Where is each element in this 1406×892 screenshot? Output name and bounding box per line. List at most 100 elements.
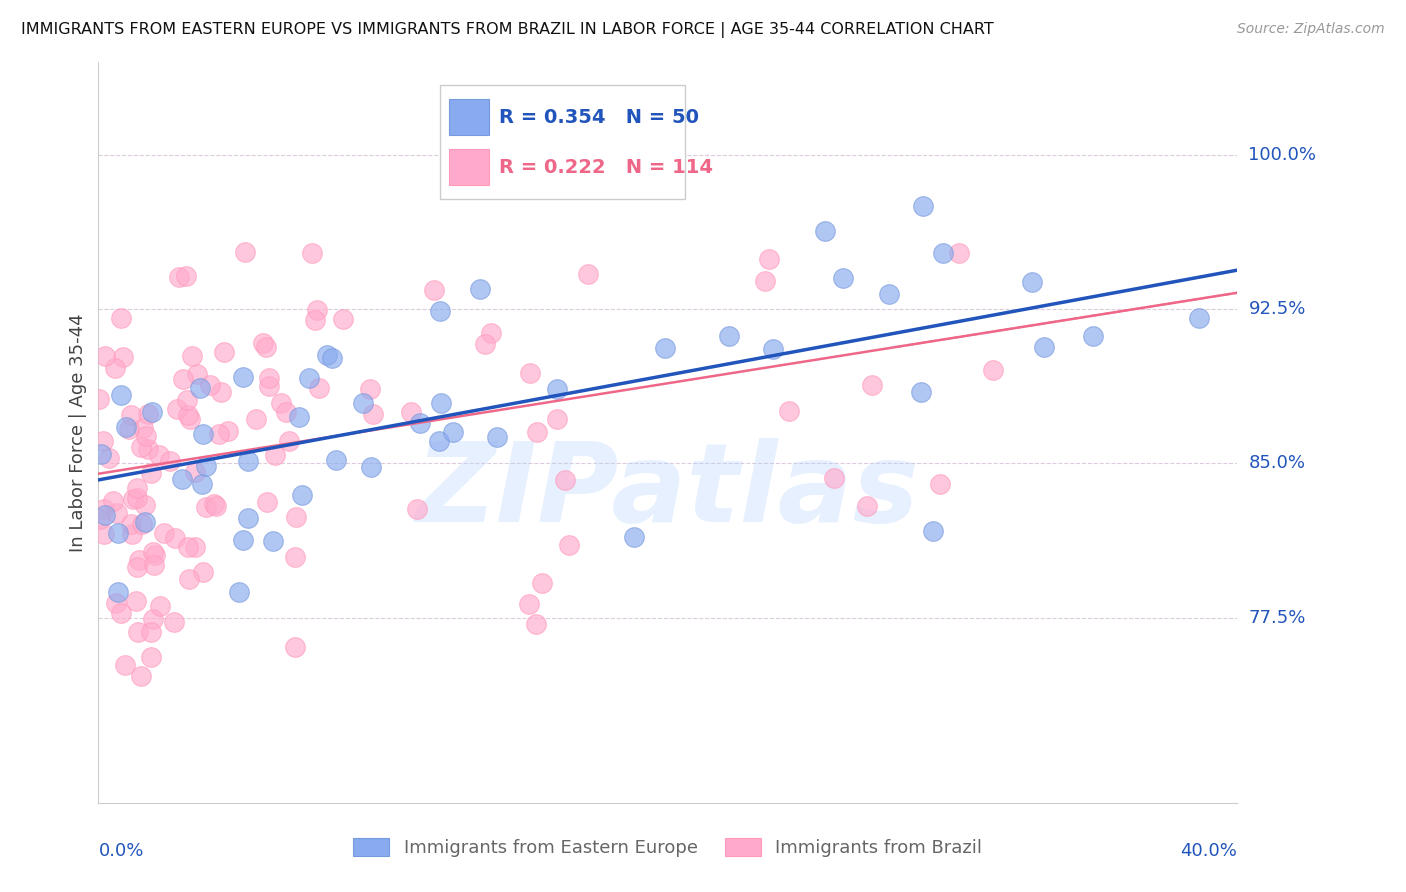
Text: 77.5%: 77.5% [1249, 608, 1306, 627]
Point [195, 500, 218, 514]
Point [136, 407, 159, 421]
Point [104, 596, 127, 610]
Point [1021, 275, 1043, 289]
Point [177, 540, 200, 554]
Point [274, 405, 297, 419]
Point [136, 442, 159, 457]
Point [118, 422, 141, 436]
Point [718, 328, 741, 343]
Point [127, 624, 149, 639]
Point [195, 458, 218, 473]
Point [104, 361, 127, 376]
Point [526, 425, 548, 439]
Point [202, 497, 225, 511]
Point [263, 449, 285, 463]
Point [430, 396, 453, 410]
Point [129, 441, 152, 455]
Point [134, 498, 156, 512]
Point [291, 488, 314, 502]
Point [486, 429, 509, 443]
Point [254, 340, 277, 354]
Point [127, 560, 149, 574]
Point [623, 530, 645, 544]
Point [183, 540, 205, 554]
Point [91, 434, 114, 448]
Point [228, 585, 250, 599]
Point [252, 335, 274, 350]
Point [288, 410, 311, 425]
Legend: Immigrants from Eastern Europe, Immigrants from Brazil: Immigrants from Eastern Europe, Immigran… [346, 830, 990, 864]
Point [284, 640, 307, 654]
Point [180, 349, 202, 363]
Point [149, 599, 172, 613]
Point [97, 451, 120, 466]
Point [186, 368, 208, 382]
Point [132, 421, 155, 435]
Point [321, 351, 343, 366]
Point [474, 337, 496, 351]
Point [198, 378, 221, 392]
Point [479, 326, 502, 341]
Point [409, 417, 432, 431]
Point [94, 508, 117, 522]
Point [360, 460, 382, 475]
Point [169, 270, 191, 285]
Point [762, 342, 785, 356]
Point [135, 429, 157, 443]
Point [304, 313, 326, 327]
Point [120, 409, 142, 423]
Point [94, 349, 117, 363]
Point [120, 517, 142, 532]
Point [823, 471, 845, 485]
Point [205, 499, 228, 513]
Point [107, 585, 129, 599]
Point [238, 511, 260, 525]
Point [654, 341, 676, 355]
Point [148, 448, 170, 462]
Point [929, 476, 952, 491]
Point [152, 525, 174, 540]
Point [87, 392, 110, 406]
Point [860, 377, 883, 392]
Point [131, 668, 153, 682]
Point [142, 612, 165, 626]
Point [576, 267, 599, 281]
Point [877, 287, 900, 301]
Point [470, 282, 492, 296]
Point [89, 512, 111, 526]
Point [325, 453, 347, 467]
Point [143, 558, 166, 573]
Point [188, 381, 211, 395]
Point [495, 181, 517, 195]
Point [238, 454, 260, 468]
Point [519, 366, 541, 380]
Point [922, 524, 945, 538]
Point [107, 525, 129, 540]
Point [127, 491, 149, 505]
Text: 92.5%: 92.5% [1249, 301, 1306, 318]
Point [142, 545, 165, 559]
Point [912, 199, 935, 213]
Text: 100.0%: 100.0% [1249, 146, 1316, 164]
Point [441, 425, 464, 439]
Point [856, 499, 879, 513]
Point [359, 382, 381, 396]
Point [423, 283, 446, 297]
Point [758, 252, 780, 266]
Point [298, 370, 321, 384]
Point [233, 244, 256, 259]
Point [1081, 329, 1104, 343]
Point [217, 424, 239, 438]
Point [184, 466, 207, 480]
Point [832, 271, 855, 285]
Point [134, 515, 156, 529]
Point [405, 502, 427, 516]
Point [101, 493, 124, 508]
Y-axis label: In Labor Force | Age 35-44: In Labor Force | Age 35-44 [69, 313, 87, 552]
Point [111, 350, 134, 364]
Point [191, 426, 214, 441]
Point [176, 269, 198, 284]
Point [558, 538, 581, 552]
Text: 40.0%: 40.0% [1181, 842, 1237, 860]
Point [139, 650, 162, 665]
